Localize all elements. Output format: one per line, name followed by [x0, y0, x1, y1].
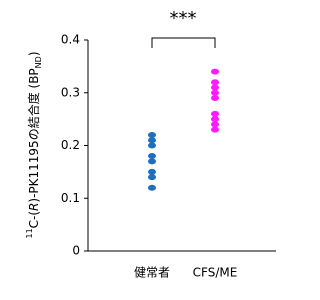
point [211, 68, 219, 75]
point [148, 131, 156, 138]
y-tick-label: 0 [72, 244, 80, 258]
y-tick-label: 0.4 [61, 33, 80, 47]
point [148, 174, 156, 181]
y-tick-label: 0.1 [61, 191, 80, 205]
significance-bracket [151, 37, 216, 48]
significance-label: *** [170, 8, 197, 29]
y-label-part: )-PK11195の結合度 (BP [26, 68, 41, 202]
point [148, 184, 156, 191]
y-label-sup: 11 [25, 228, 34, 238]
point [148, 142, 156, 149]
x-tick-label: CFS/ME [193, 266, 238, 280]
point [148, 153, 156, 160]
y-tick-label: 0.3 [61, 85, 80, 99]
point [211, 116, 219, 123]
y-tick-label: 0.2 [61, 138, 80, 152]
y-axis-label: 11C-(R)-PK11195の結合度 (BPND) [25, 51, 43, 238]
y-label-part: C-( [27, 211, 41, 228]
point [148, 168, 156, 175]
point [211, 84, 219, 91]
y-label-italic: R [27, 203, 41, 211]
x-tick-label: 健常者 [134, 266, 170, 280]
y-label-sub: ND [34, 56, 43, 68]
point [148, 158, 156, 165]
point [211, 121, 219, 128]
point [211, 126, 219, 133]
chart: 11C-(R)-PK11195の結合度 (BPND) *** 0 0.1 0.2 0.… [25, 8, 276, 280]
point [211, 79, 219, 86]
y-label-part: ) [27, 51, 41, 56]
point [148, 137, 156, 144]
point [211, 89, 219, 96]
point [211, 95, 219, 102]
point [211, 110, 219, 117]
